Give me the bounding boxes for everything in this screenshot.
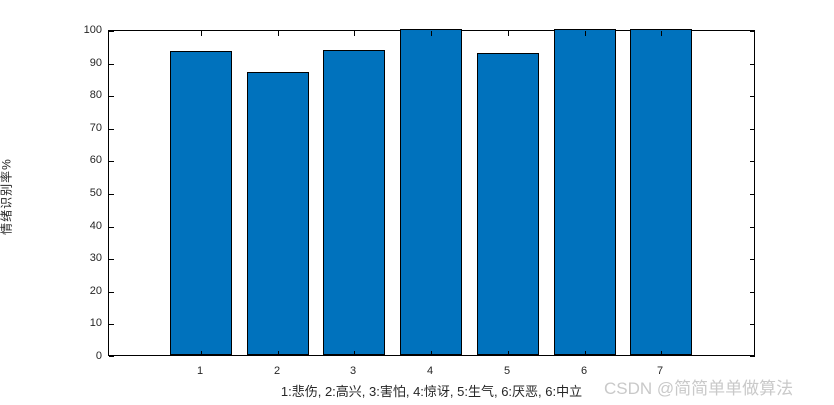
y-tick-left-0 <box>109 356 114 357</box>
y-tick-left-20 <box>109 292 114 293</box>
y-tick-right-70 <box>750 129 755 130</box>
y-tick-label-30: 30 <box>89 252 102 264</box>
y-tick-left-100 <box>109 31 114 32</box>
watermark: CSDN @简简单单做算法 <box>604 379 794 398</box>
x-tick-bottom-5 <box>508 351 509 356</box>
x-tick-top-7 <box>661 31 662 36</box>
x-tick-label-3: 3 <box>349 365 357 377</box>
y-tick-label-50: 50 <box>89 187 102 199</box>
y-tick-right-20 <box>750 292 755 293</box>
y-tick-left-10 <box>109 324 114 325</box>
y-tick-left-90 <box>109 64 114 65</box>
x-tick-bottom-1 <box>201 351 202 356</box>
bar-5 <box>477 53 539 355</box>
y-tick-right-50 <box>750 194 755 195</box>
y-tick-right-60 <box>750 161 755 162</box>
y-tick-right-40 <box>750 227 755 228</box>
x-tick-bottom-6 <box>585 351 586 356</box>
plot-area <box>108 29 755 357</box>
y-tick-left-70 <box>109 129 114 130</box>
y-tick-right-30 <box>750 259 755 260</box>
y-tick-left-30 <box>109 259 114 260</box>
x-tick-bottom-4 <box>431 351 432 356</box>
x-tick-label-7: 7 <box>656 365 664 377</box>
x-tick-top-5 <box>508 31 509 36</box>
x-tick-top-2 <box>278 31 279 36</box>
x-tick-bottom-2 <box>278 351 279 356</box>
x-tick-bottom-3 <box>354 351 355 356</box>
y-tick-label-80: 80 <box>89 89 102 101</box>
y-tick-left-80 <box>109 96 114 97</box>
y-tick-label-40: 40 <box>89 220 102 232</box>
x-tick-bottom-7 <box>661 351 662 356</box>
y-tick-right-80 <box>750 96 755 97</box>
x-tick-top-6 <box>585 31 586 36</box>
y-tick-left-60 <box>109 161 114 162</box>
y-tick-right-90 <box>750 64 755 65</box>
bar-7 <box>630 29 692 355</box>
y-tick-label-90: 90 <box>89 57 102 69</box>
x-tick-label-1: 1 <box>196 365 204 377</box>
y-tick-left-50 <box>109 194 114 195</box>
y-tick-left-40 <box>109 227 114 228</box>
x-tick-label-2: 2 <box>273 365 281 377</box>
y-tick-label-0: 0 <box>95 350 102 362</box>
y-tick-label-100: 100 <box>83 24 102 36</box>
y-tick-label-20: 20 <box>89 285 102 297</box>
y-tick-label-60: 60 <box>89 154 102 166</box>
bar-3 <box>323 50 385 355</box>
bar-1 <box>170 51 232 355</box>
y-tick-right-100 <box>750 31 755 32</box>
bar-6 <box>554 29 616 355</box>
x-tick-label-5: 5 <box>503 365 511 377</box>
y-tick-right-0 <box>750 356 755 357</box>
x-tick-top-4 <box>431 31 432 36</box>
y-axis-label: 情绪识别率% <box>0 158 14 235</box>
y-tick-label-70: 70 <box>89 122 102 134</box>
x-tick-top-3 <box>354 31 355 36</box>
x-tick-label-6: 6 <box>580 365 588 377</box>
x-tick-top-1 <box>201 31 202 36</box>
y-tick-label-10: 10 <box>89 317 102 329</box>
y-tick-right-10 <box>750 324 755 325</box>
x-axis-label: 1:悲伤, 2:高兴, 3:害怕, 4:惊讶, 5:生气, 6:厌恶, 6:中立 <box>280 384 583 399</box>
x-tick-label-4: 4 <box>426 365 434 377</box>
bar-4 <box>400 29 462 355</box>
bar-2 <box>247 72 309 355</box>
